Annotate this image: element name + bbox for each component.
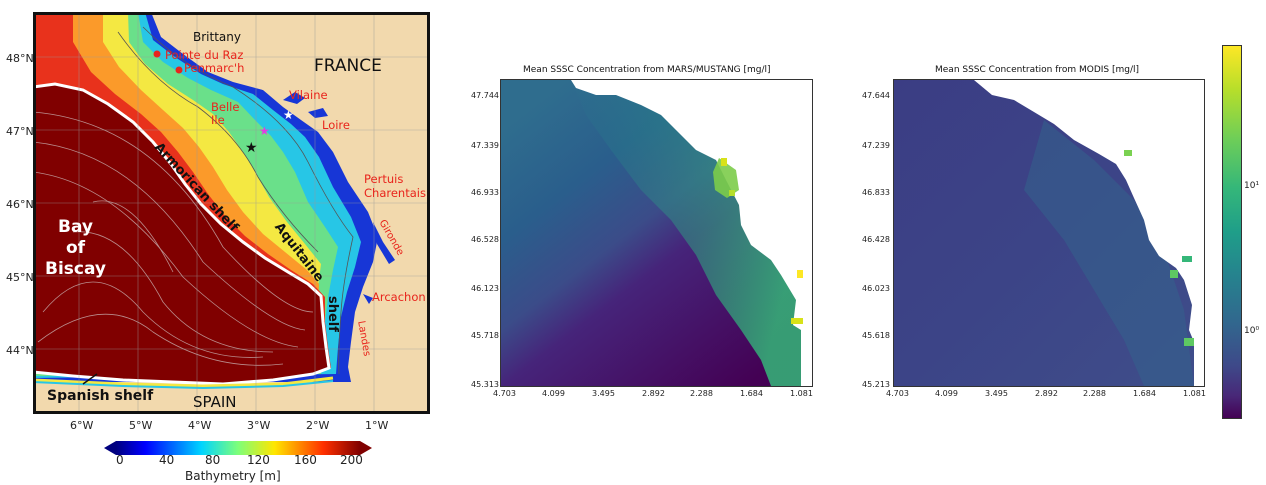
modis-x-tick: 4.099 (935, 389, 958, 398)
mars-y-tick: 45.718 (471, 331, 499, 340)
modis-y-tick: 45.213 (862, 380, 890, 389)
lon-tick: 4°W (188, 419, 212, 432)
label-bay-of-biscay: Bay of Biscay (45, 217, 107, 279)
lat-tick: 48°N (6, 52, 34, 65)
bathymetry-colorbar (104, 440, 372, 460)
isobath-line (117, 31, 319, 253)
lon-tick: 2°W (306, 419, 330, 432)
label-penmarch: Penmarc'h (184, 61, 245, 75)
modis-x-tick: 1.081 (1183, 389, 1206, 398)
panel-mars-title: Mean SSSC Concentration from MARS/MUSTAN… (523, 65, 771, 75)
spanish-shelf-band-inner (33, 380, 334, 390)
label-arcachon: Arcachon (372, 290, 426, 304)
deep-basin (33, 84, 329, 384)
colorbar-tick: 0 (116, 453, 124, 467)
pointe-du-raz-marker (153, 50, 161, 58)
label-spain: SPAIN (193, 393, 237, 411)
ssc-colorbar (1222, 45, 1242, 419)
label-belle-ile: Belle Ile (211, 100, 240, 127)
modis-y-tick: 46.023 (862, 284, 890, 293)
label-pointe-du-raz: Pointe du Raz (165, 48, 244, 62)
magenta-star-marker: ★ (259, 124, 270, 138)
colorbar-tick: 80 (205, 453, 221, 467)
modis-x-tick: 3.495 (985, 389, 1008, 398)
depth-contours (33, 111, 314, 366)
label-pertuis-charentais: Pertuis Charentais (364, 172, 426, 200)
lon-tick: 3°W (247, 419, 271, 432)
lon-tick: 6°W (70, 419, 94, 432)
ssc-colorbar-tick-high: 10¹ (1244, 181, 1260, 191)
label-spanish-shelf: Spanish shelf (47, 388, 154, 404)
mars-x-tick: 3.495 (592, 389, 615, 398)
mars-y-tick: 46.123 (471, 284, 499, 293)
spanish-shelf-pointer (82, 373, 98, 385)
mars-x-tick: 2.892 (642, 389, 665, 398)
mars-y-tick: 47.339 (471, 141, 499, 150)
bathymetry-map-svg: ★ ★ ★ (33, 12, 430, 414)
mars-x-tick: 4.703 (493, 389, 516, 398)
lat-tick: 45°N (6, 271, 34, 284)
colorbar-label: Bathymetry [m] (185, 469, 281, 483)
mars-x-tick: 1.684 (740, 389, 763, 398)
lat-tick: 46°N (6, 198, 34, 211)
modis-land-mask (974, 80, 1204, 386)
spain-land (33, 384, 363, 414)
modis-x-tick: 2.288 (1083, 389, 1106, 398)
mars-land-mask (571, 80, 812, 386)
modis-x-tick: 4.703 (886, 389, 909, 398)
modis-x-tick: 1.684 (1133, 389, 1156, 398)
label-brittany: Brittany (193, 30, 241, 44)
mars-y-tick: 46.528 (471, 235, 499, 244)
mars-y-tick: 46.933 (471, 188, 499, 197)
isobath-line (142, 26, 354, 375)
label-loire: Loire (322, 118, 350, 132)
map-frame (33, 12, 430, 414)
panel-modis-plot (893, 79, 1205, 387)
panel-mars-plot (500, 79, 813, 387)
station-star-marker: ★ (245, 140, 258, 156)
label-shelf: shelf (325, 296, 340, 332)
modis-x-tick: 2.892 (1035, 389, 1058, 398)
arcachon-basin (363, 294, 373, 304)
gironde-estuary (373, 222, 395, 264)
lon-tick: 1°W (365, 419, 389, 432)
penmarch-marker (175, 66, 183, 74)
modis-y-tick: 47.239 (862, 141, 890, 150)
colorbar-tick: 160 (294, 453, 317, 467)
colorbar-tick: 40 (159, 453, 175, 467)
modis-y-tick: 46.833 (862, 188, 890, 197)
label-vilaine: Vilaine (289, 88, 328, 102)
france-land (151, 12, 430, 414)
lat-tick: 44°N (6, 344, 34, 357)
white-star-marker: ★ (283, 108, 294, 122)
colorbar-tick: 120 (247, 453, 270, 467)
spanish-shelf-band (33, 376, 334, 388)
mars-y-tick: 47.744 (471, 91, 499, 100)
lat-tick: 47°N (6, 125, 34, 138)
graticule (33, 12, 430, 414)
label-france: FRANCE (314, 56, 382, 76)
mars-x-tick: 2.288 (690, 389, 713, 398)
mars-x-tick: 1.081 (790, 389, 813, 398)
vilaine-estuary (283, 92, 305, 104)
mars-y-tick: 45.313 (471, 380, 499, 389)
modis-y-tick: 45.618 (862, 331, 890, 340)
modis-y-tick: 46.428 (862, 235, 890, 244)
ssc-colorbar-tick-low: 10⁰ (1244, 326, 1260, 336)
loire-estuary (308, 108, 328, 118)
modis-y-tick: 47.644 (862, 91, 890, 100)
lon-tick: 5°W (129, 419, 153, 432)
bathymetry-map: ★ ★ ★ (33, 12, 430, 414)
panel-modis-title: Mean SSSC Concentration from MODIS [mg/l… (935, 65, 1140, 75)
colorbar-tick: 200 (340, 453, 363, 467)
mars-x-tick: 4.099 (542, 389, 565, 398)
